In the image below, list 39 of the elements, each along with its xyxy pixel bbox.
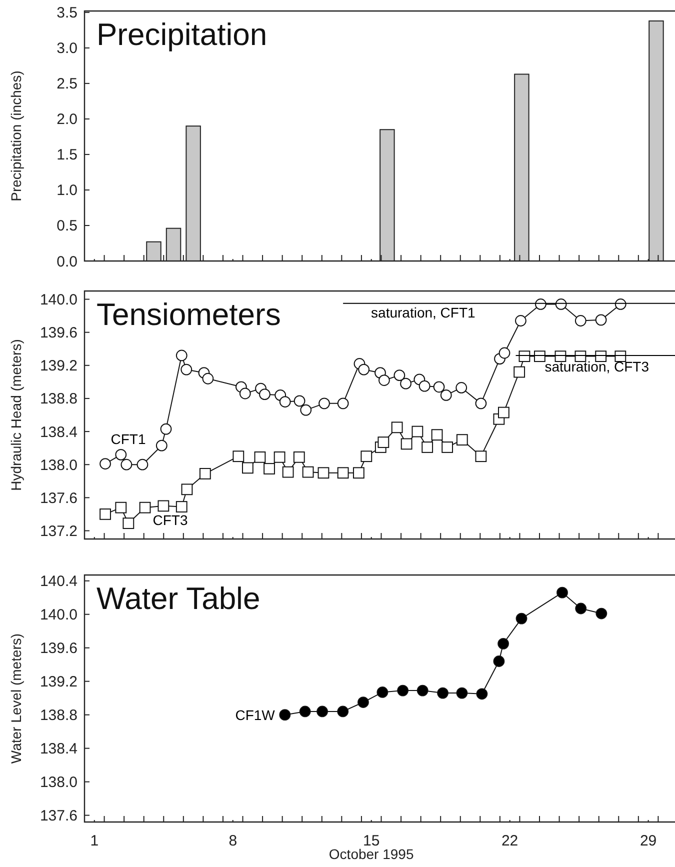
- y-tick-label: 138.0: [40, 774, 78, 792]
- series-label: CFT1: [110, 430, 146, 447]
- y-tick-label: 137.6: [40, 490, 78, 507]
- y-tick-label: 0.5: [56, 218, 78, 235]
- y-tick-label: 2.0: [56, 111, 78, 128]
- chart-title: Water Table: [96, 581, 260, 616]
- y-tick-label: 139.2: [40, 358, 78, 375]
- y-tick-label: 137.6: [40, 808, 78, 825]
- y-axis-title: Water Level (meters): [8, 633, 24, 764]
- y-tick-label: 138.4: [40, 424, 78, 441]
- y-tick-label: 139.2: [40, 674, 78, 691]
- x-tick-label: 8: [228, 832, 238, 850]
- y-tick-label: 139.6: [40, 324, 78, 342]
- y-tick-label: 2.5: [56, 76, 78, 93]
- y-tick-label: 138.8: [40, 707, 78, 724]
- series-label: CFT3: [152, 512, 188, 528]
- y-tick-label: 138.8: [40, 390, 78, 408]
- series-label: saturation, CFT3: [544, 358, 650, 374]
- y-axis-title: Precipitation (inches): [8, 70, 24, 202]
- series-label: CF1W: [235, 706, 276, 723]
- y-tick-label: 3.5: [56, 4, 78, 22]
- y-tick-label: 0.0: [56, 253, 78, 270]
- y-tick-label: 140.4: [40, 573, 78, 590]
- y-axis-title: Hydraulic Head (meters): [8, 339, 24, 491]
- y-tick-label: 138.4: [40, 740, 78, 758]
- y-tick-label: 137.2: [40, 522, 78, 540]
- y-tick-label: 140.0: [40, 292, 78, 309]
- chart-title: Tensiometers: [96, 297, 281, 332]
- chart-title: Precipitation: [96, 17, 268, 52]
- x-tick-label: 29: [640, 832, 657, 850]
- y-tick-label: 1.0: [56, 182, 78, 200]
- x-tick-label: 1: [90, 832, 99, 850]
- x-tick-label: 22: [501, 832, 518, 850]
- y-tick-label: 139.6: [40, 640, 78, 658]
- y-tick-label: 3.0: [56, 40, 78, 58]
- y-tick-label: 138.0: [40, 456, 78, 474]
- y-tick-label: 140.0: [40, 606, 78, 624]
- y-tick-label: 1.5: [56, 146, 78, 164]
- series-label: saturation, CFT1: [371, 304, 476, 320]
